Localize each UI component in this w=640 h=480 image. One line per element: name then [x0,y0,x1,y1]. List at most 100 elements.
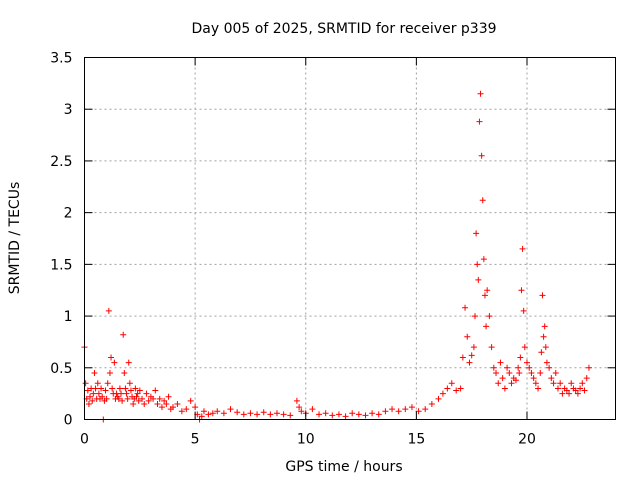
x-tick-label: 10 [297,432,315,448]
data-point [280,411,287,418]
data-point [98,385,105,392]
data-point [530,375,537,382]
y-tick-label: 1.5 [50,257,72,273]
data-point [87,393,94,400]
data-point [106,369,113,376]
y-tick-label: 0 [64,413,73,429]
data-point [552,369,559,376]
data-point [89,397,96,404]
data-point [415,408,422,415]
data-point [583,375,590,382]
data-point [296,404,303,411]
data-point [395,408,402,415]
data-series [81,90,592,423]
data-point [515,364,522,371]
data-point [220,410,227,417]
data-point [143,390,150,397]
data-point [444,385,451,392]
data-point [559,390,566,397]
data-point [468,352,475,359]
data-point [287,412,294,419]
chart-title: Day 005 of 2025, SRMTID for receiver p33… [191,21,496,37]
data-point [132,385,139,392]
data-point [473,230,480,237]
x-tick-label: 20 [518,432,536,448]
data-point [466,359,473,366]
data-point [349,410,356,417]
data-point [165,393,172,400]
y-tick-label: 2 [64,206,73,222]
data-point [516,369,523,376]
data-point [480,256,487,263]
data-point [439,390,446,397]
data-point [457,385,464,392]
data-point [309,406,316,413]
data-point [293,397,300,404]
data-point [122,385,129,392]
data-point [329,412,336,419]
data-point [537,369,544,376]
y-tick-label: 1 [64,309,73,325]
axis-ticks [84,57,616,420]
data-point [234,409,241,416]
data-point [475,276,482,283]
data-point [585,364,592,371]
data-point [508,380,515,387]
y-tick-label: 0.5 [50,361,72,377]
data-point [422,406,429,413]
data-point [402,406,409,413]
data-point [464,333,471,340]
data-point [448,380,455,387]
data-point [115,395,122,402]
data-point [526,364,533,371]
data-point [90,390,97,397]
data-point [532,380,539,387]
data-point [369,410,376,417]
data-point [506,369,513,376]
x-tick-label: 5 [191,432,200,448]
data-point [453,387,460,394]
data-point [134,390,141,397]
data-point [183,406,190,413]
data-point [118,390,125,397]
data-point [477,90,484,97]
data-point [362,412,369,419]
data-point [158,404,165,411]
data-point [145,397,152,404]
data-point [116,385,123,392]
data-point [474,261,481,268]
data-point [91,369,98,376]
grid-lines [84,57,616,420]
data-point [102,387,109,394]
data-point [495,380,502,387]
data-point [520,307,527,314]
plot-frame [84,57,616,420]
data-point [548,375,555,382]
data-point [518,287,525,294]
data-point [543,359,550,366]
data-point [205,411,212,418]
data-point [178,408,185,415]
data-point [335,411,342,418]
data-point [389,406,396,413]
x-axis-label: GPS time / hours [285,459,402,475]
data-point [247,410,254,417]
data-point [240,411,247,418]
data-point [84,387,91,394]
data-point [170,404,176,411]
data-point [254,411,261,418]
data-point [109,385,116,392]
y-tick-label: 3 [64,102,73,118]
data-point [486,313,493,320]
data-point [483,323,490,330]
data-point [472,313,479,320]
series-srmtid [81,90,592,423]
data-point [121,369,128,376]
data-point [579,380,586,387]
data-point [581,387,588,394]
data-point [540,333,547,340]
data-point [566,390,573,397]
data-point [161,397,168,404]
data-point [267,411,274,418]
